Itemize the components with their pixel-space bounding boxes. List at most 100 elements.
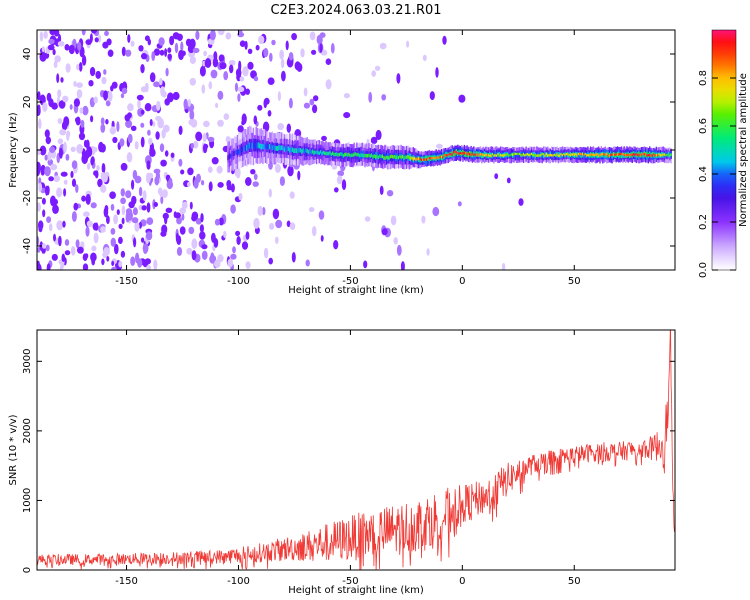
noise-speckle (149, 148, 156, 157)
signal-cell (452, 151, 455, 154)
signal-cell (553, 153, 556, 156)
noise-speckle (187, 181, 191, 188)
signal-cell (646, 154, 648, 157)
noise-speckle (312, 104, 318, 114)
snr-frame (36, 329, 676, 571)
signal-cell (410, 156, 412, 161)
noise-speckle (44, 166, 51, 177)
colorbar-tick-label: 0.0 (698, 262, 709, 278)
signal-cell (298, 147, 300, 153)
signal-cell (443, 154, 445, 157)
noise-speckle (76, 89, 83, 99)
noise-speckle (49, 223, 53, 232)
signal-cell (509, 154, 511, 157)
y-tick-label: 20 (22, 96, 33, 109)
noise-speckle (253, 173, 258, 181)
signal-cell (481, 153, 483, 156)
x-tick-label: -50 (342, 576, 358, 587)
noise-speckle (174, 212, 182, 219)
noise-speckle (119, 138, 125, 147)
noise-speckle (144, 82, 149, 93)
signal-cell (278, 145, 280, 150)
noise-speckle (141, 205, 147, 211)
x-tick-label: 50 (568, 276, 581, 287)
noise-speckle (178, 49, 184, 61)
signal-cell (466, 153, 468, 156)
noise-speckle (59, 264, 64, 270)
noise-speckle (38, 182, 43, 193)
signal-cell (336, 152, 338, 156)
noise-speckle (69, 104, 73, 110)
noise-speckle (379, 42, 387, 50)
noise-speckle (268, 257, 274, 265)
noise-speckle (70, 170, 74, 179)
noise-speckle (191, 250, 197, 261)
noise-speckle (83, 211, 90, 217)
signal-cell (447, 154, 449, 157)
noise-speckle (320, 49, 328, 56)
signal-cell (357, 152, 359, 157)
noise-speckle (50, 163, 58, 171)
signal-cell (333, 152, 335, 157)
noise-speckle (386, 190, 394, 197)
noise-speckle (81, 54, 87, 66)
noise-speckle (46, 263, 51, 270)
signal-cell (290, 147, 292, 153)
noise-speckle (343, 93, 350, 99)
x-tick-label: -150 (115, 276, 138, 287)
signal-cell (230, 153, 232, 159)
signal-cell (577, 152, 580, 156)
signal-cell (450, 153, 452, 156)
noise-speckle (90, 115, 94, 123)
noise-speckle (311, 226, 317, 237)
signal-cell (602, 152, 604, 156)
signal-cell (482, 153, 484, 157)
noise-speckle (101, 258, 105, 266)
y-tick-label: 1000 (22, 488, 33, 513)
noise-speckle (148, 137, 153, 146)
signal-cell (545, 152, 547, 156)
signal-cell (379, 154, 381, 158)
signal-cell (349, 153, 351, 158)
colorbar-tick-label: 0.2 (698, 214, 709, 230)
signal-cell (268, 144, 271, 150)
signal-cell (556, 153, 558, 156)
spectrogram-marks (37, 30, 672, 270)
noise-speckle (121, 87, 128, 95)
y-tick-label: 3000 (22, 349, 33, 374)
signal-cell (505, 153, 507, 157)
signal-cell (279, 145, 282, 151)
noise-speckle (90, 30, 98, 34)
noise-speckle (241, 241, 249, 250)
noise-speckle (379, 185, 384, 195)
noise-speckle (114, 243, 119, 255)
noise-speckle (165, 207, 173, 213)
signal-cell (529, 153, 531, 156)
noise-speckle (245, 231, 250, 240)
x-tick-label: 50 (568, 576, 581, 587)
signal-cell (451, 150, 453, 156)
signal-cell (461, 152, 463, 155)
noise-speckle (57, 138, 64, 145)
signal-cell (459, 151, 461, 155)
noise-speckle (421, 215, 426, 224)
signal-cell (579, 152, 581, 156)
noise-speckle (136, 94, 144, 101)
noise-speckle (146, 217, 154, 226)
noise-speckle (237, 125, 244, 133)
signal-cell (364, 153, 366, 158)
noise-speckle (109, 191, 116, 199)
signal-cell (663, 153, 666, 156)
noise-speckle (180, 169, 185, 175)
noise-speckle (223, 230, 227, 238)
signal-cell (576, 154, 578, 157)
noise-speckle (109, 126, 117, 135)
signal-cell (310, 150, 312, 155)
noise-speckle (219, 62, 227, 70)
noise-speckle (39, 52, 47, 62)
signal-cell (309, 149, 311, 154)
noise-speckle (211, 232, 216, 243)
noise-speckle (155, 171, 160, 180)
signal-cell (552, 154, 554, 157)
